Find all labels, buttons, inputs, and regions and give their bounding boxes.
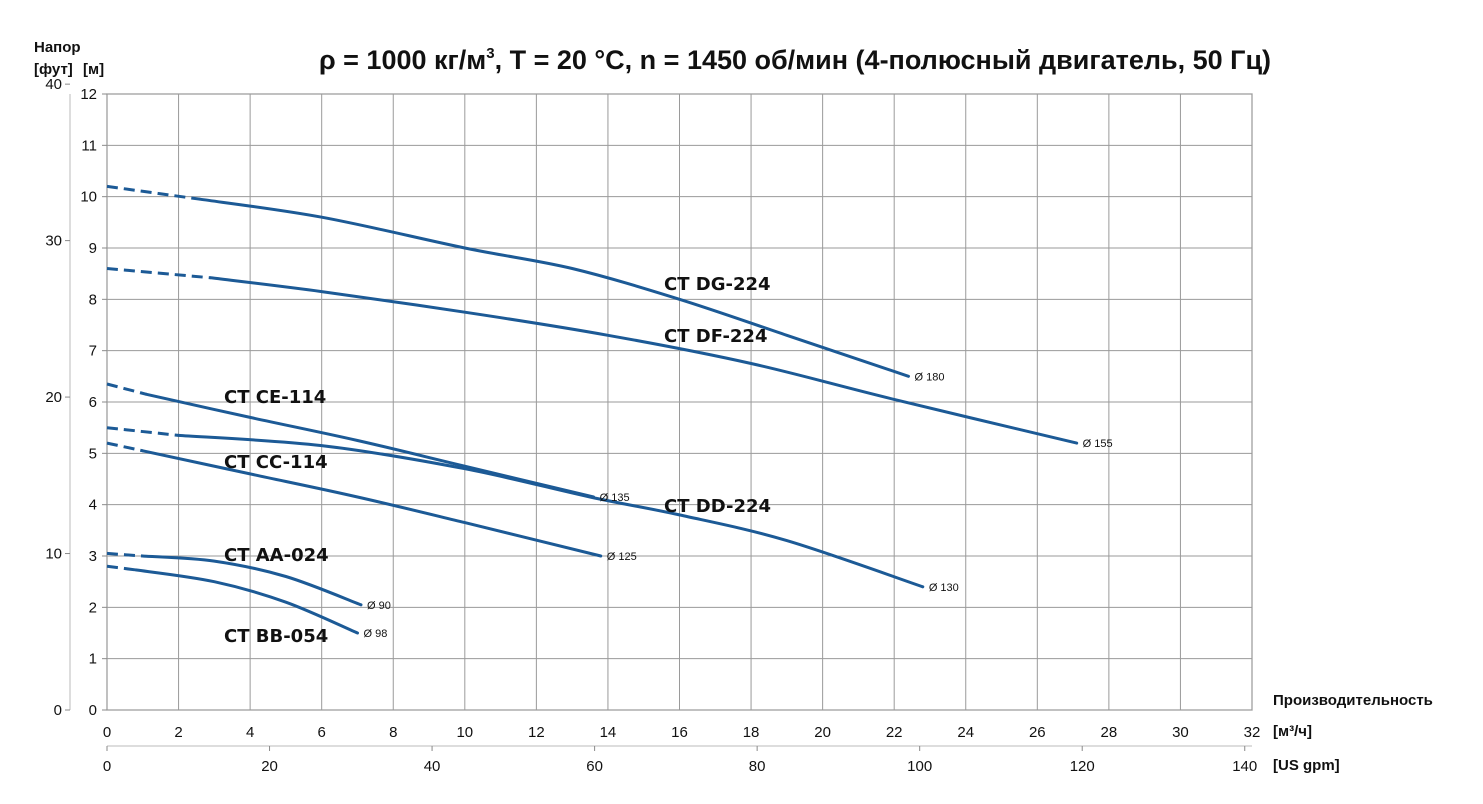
series-ct-bb-054: [106, 564, 359, 635]
series-ct-aa-024: [106, 551, 363, 607]
x-tick-label-gpm: 120: [1070, 758, 1095, 775]
series-line-dashed-ct-df-224: [106, 267, 211, 280]
diameter-label-ct-dd-224: Ø 130: [929, 582, 959, 594]
x-tick-label-m3h: 32: [1244, 724, 1261, 741]
y-tick-label-m: 0: [89, 702, 97, 719]
x-tick-label-m3h: 0: [103, 724, 111, 741]
x-tick-label-gpm: 20: [261, 758, 278, 775]
y-tick-label-m: 5: [89, 445, 97, 462]
diameter-label-ct-aa-024: Ø 90: [367, 600, 391, 612]
curve-label-ct-cc-114: CT CC-114: [224, 452, 328, 473]
y-tick-label-m: 1: [89, 651, 97, 668]
series-ct-cc-114: [106, 441, 603, 558]
x-tick-label-m3h: 30: [1172, 724, 1189, 741]
series-line-dashed-ct-dd-224: [106, 426, 179, 437]
y-tick-label-m: 10: [80, 189, 97, 206]
x-tick-label-gpm: 0: [103, 758, 111, 775]
y-tick-label-m: 2: [89, 599, 97, 616]
x-tick-label-m3h: 28: [1101, 724, 1118, 741]
x-axis-unit-m3h: [м³/ч]: [1273, 723, 1312, 740]
x-tick-label-m3h: 16: [671, 724, 688, 741]
series-line-dashed-ct-aa-024: [106, 551, 143, 558]
y-tick-label-m: 11: [81, 137, 97, 154]
x-tick-label-m3h: 8: [389, 724, 397, 741]
y-tick-label-ft: 10: [45, 546, 62, 563]
y-axis-unit-ft: [фут]: [34, 61, 73, 78]
y-tick-label-ft: 20: [45, 389, 62, 406]
curve-label-ct-aa-024: CT AA-024: [224, 545, 329, 566]
series-line-ct-dd-224: [177, 433, 925, 589]
x-tick-label-m3h: 12: [528, 724, 545, 741]
curve-label-ct-bb-054: CT BB-054: [224, 626, 328, 647]
x-axis-label: Производительность: [1273, 692, 1433, 709]
series-line-ct-df-224: [209, 276, 1079, 445]
y-tick-label-m: 8: [89, 291, 97, 308]
series-line-ct-cc-114: [141, 449, 603, 558]
diameter-label-ct-dg-224: Ø 180: [915, 371, 945, 383]
x-tick-label-m3h: 20: [814, 724, 831, 741]
curve-label-ct-df-224: CT DF-224: [664, 326, 767, 347]
x-tick-label-gpm: 140: [1232, 758, 1257, 775]
series-ct-df-224: [106, 267, 1079, 445]
x-tick-label-m3h: 22: [886, 724, 903, 741]
x-tick-label-m3h: 18: [743, 724, 760, 741]
x-tick-label-gpm: 100: [907, 758, 932, 775]
series-line-dashed-ct-bb-054: [106, 564, 136, 572]
series-line-ct-dg-224: [198, 197, 910, 378]
series-line-dashed-ct-dg-224: [106, 184, 201, 201]
x-tick-label-m3h: 26: [1029, 724, 1046, 741]
series-line-ct-aa-024: [141, 554, 363, 607]
y-tick-label-ft: 40: [45, 76, 62, 93]
x-tick-label-gpm: 40: [424, 758, 441, 775]
axes: 0 2 4 6 8 10 12 14 16 18 20 22 24 26 28 30 3201234567891…: [45, 76, 1260, 775]
diameter-label-ct-cc-114: Ø 125: [607, 551, 637, 563]
series-line-dashed-ct-ce-114: [106, 382, 147, 396]
x-axis-unit-gpm: [US gpm]: [1273, 757, 1340, 774]
y-tick-label-ft: 0: [54, 702, 62, 719]
x-tick-label-m3h: 2: [174, 724, 182, 741]
series-layer: [106, 184, 1079, 635]
curve-label-ct-ce-114: CT CE-114: [224, 387, 326, 408]
curve-label-ct-dd-224: CT DD-224: [664, 496, 771, 517]
y-tick-label-m: 9: [89, 240, 97, 257]
x-tick-label-gpm: 60: [586, 758, 603, 775]
x-tick-label-m3h: 6: [318, 724, 326, 741]
y-tick-label-m: 4: [89, 497, 97, 514]
y-tick-label-m: 7: [89, 343, 97, 360]
y-tick-label-m: 12: [80, 86, 97, 103]
y-tick-label-m: 3: [89, 548, 97, 565]
x-tick-label-m3h: 4: [246, 724, 254, 741]
curve-label-ct-dg-224: CT DG-224: [664, 274, 771, 295]
y-tick-label-ft: 30: [45, 233, 62, 250]
y-axis-unit-m: [м]: [83, 61, 104, 78]
curve-labels: Ø 180 CT DG-224 Ø 155 CT DF-224 Ø 135 CT CE-1…: [224, 274, 1113, 647]
x-tick-label-m3h: 10: [456, 724, 473, 741]
x-tick-label-m3h: 24: [957, 724, 974, 741]
diameter-label-ct-df-224: Ø 155: [1083, 438, 1113, 450]
grid: [106, 93, 1253, 711]
y-axis-label: Напор: [34, 39, 81, 56]
diameter-label-ct-bb-054: Ø 98: [363, 628, 387, 640]
chart-title: ρ = 1000 кг/м3, T = 20 °C, n = 1450 об/м…: [319, 45, 1271, 75]
y-tick-label-m: 6: [89, 394, 97, 411]
diameter-label-ct-ce-114: Ø 135: [600, 492, 630, 504]
series-ct-dg-224: [106, 184, 910, 378]
x-tick-label-gpm: 80: [749, 758, 766, 775]
series-ct-dd-224: [106, 426, 925, 589]
series-line-ct-bb-054: [134, 568, 359, 635]
x-tick-label-m3h: 14: [600, 724, 617, 741]
series-line-dashed-ct-cc-114: [106, 441, 144, 453]
